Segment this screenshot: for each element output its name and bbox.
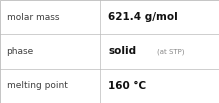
Text: solid: solid xyxy=(108,46,136,57)
Text: 621.4 g/mol: 621.4 g/mol xyxy=(108,12,178,22)
Text: phase: phase xyxy=(7,47,34,56)
Text: molar mass: molar mass xyxy=(7,13,59,22)
Text: (at STP): (at STP) xyxy=(157,48,184,55)
Text: 160 °C: 160 °C xyxy=(108,81,147,91)
Text: melting point: melting point xyxy=(7,81,67,90)
